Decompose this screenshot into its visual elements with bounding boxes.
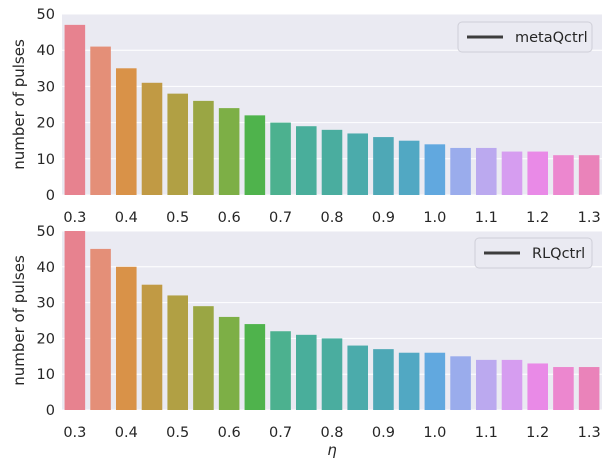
- x-tick-label: 0.5: [166, 210, 189, 226]
- x-tick-label: 0.7: [269, 210, 292, 226]
- y-tick-labels: 0 10 20 30 40 50: [37, 224, 55, 419]
- x-tick-label: 0.8: [320, 425, 343, 441]
- bar: [141, 284, 163, 410]
- x-tick-labels: 0.3 0.4 0.5 0.6 0.7 0.8 0.9 1.0 1.1 1.2 1.3: [63, 425, 600, 441]
- bar: [321, 129, 343, 195]
- x-tick-labels: 0.3 0.4 0.5 0.6 0.7 0.8 0.9 1.0 1.1 1.2 1.3: [63, 210, 600, 226]
- bars: [64, 24, 600, 195]
- y-tick-label: 30: [37, 296, 55, 312]
- bar: [64, 231, 86, 410]
- bar: [193, 100, 214, 195]
- bar: [553, 367, 574, 410]
- bar: [501, 151, 523, 195]
- x-tick-label: 1.2: [526, 425, 549, 441]
- x-tick-label: 0.6: [218, 210, 241, 226]
- bar: [527, 363, 548, 410]
- bar: [347, 133, 368, 195]
- legend-box: [457, 21, 593, 53]
- x-tick-label: 0.6: [218, 425, 241, 441]
- x-tick-label: 0.4: [115, 210, 138, 226]
- x-tick-label: 1.3: [578, 210, 601, 226]
- bar: [141, 82, 163, 195]
- bar: [244, 324, 266, 410]
- bar: [553, 155, 574, 195]
- x-tick-label: 1.2: [526, 210, 549, 226]
- bar: [450, 147, 471, 195]
- x-tick-label: 0.9: [372, 210, 395, 226]
- bar: [578, 155, 600, 195]
- bar: [321, 338, 343, 410]
- y-tick-label: 10: [37, 152, 55, 168]
- x-tick-label: 1.1: [475, 210, 498, 226]
- legend-box: [474, 237, 593, 269]
- bar: [373, 137, 394, 195]
- x-tick-label: 1.3: [578, 425, 601, 441]
- x-tick-label: 0.4: [115, 425, 138, 441]
- y-tick-label: 50: [37, 224, 55, 240]
- top-chart: 0 10 20 30 40 50 0.3 0.4 0.5 0.6 0.7 0.8 0.9 1.0 1.1 1…: [10, 7, 602, 226]
- x-axis-label: η: [327, 441, 337, 459]
- bar: [398, 352, 420, 410]
- y-tick-label: 40: [37, 260, 55, 276]
- bar: [398, 140, 420, 195]
- x-tick-label: 0.8: [320, 210, 343, 226]
- bottom-chart: 0 10 20 30 40 50 0.3 0.4 0.5 0.6 0.7 0.8 0.9 1.0 1.1 1…: [10, 224, 602, 459]
- bar: [501, 359, 523, 410]
- x-tick-label: 1.1: [475, 425, 498, 441]
- legend-label: RLQctrl: [532, 246, 585, 262]
- bar: [296, 126, 317, 195]
- bar: [64, 24, 86, 195]
- y-axis-label: number of pulses: [10, 39, 28, 170]
- bar: [116, 68, 137, 195]
- y-tick-label: 50: [37, 7, 55, 23]
- y-tick-label: 30: [37, 79, 55, 95]
- bar: [193, 306, 214, 410]
- bar: [167, 93, 188, 195]
- bar: [116, 266, 137, 410]
- legend: RLQctrl: [474, 237, 593, 269]
- bar: [270, 331, 291, 410]
- y-tick-label: 20: [37, 331, 55, 347]
- bar: [373, 349, 394, 410]
- x-tick-label: 0.3: [63, 425, 86, 441]
- bar: [450, 356, 471, 410]
- bar: [90, 46, 111, 195]
- bar: [90, 248, 111, 410]
- bar: [347, 345, 368, 410]
- bar: [424, 352, 446, 410]
- legend-label: metaQctrl: [515, 30, 588, 46]
- x-tick-label: 0.5: [166, 425, 189, 441]
- y-axis-label: number of pulses: [10, 255, 28, 386]
- bar: [476, 359, 497, 410]
- bar: [167, 295, 188, 410]
- bar: [476, 147, 497, 195]
- x-tick-label: 1.0: [423, 210, 446, 226]
- x-tick-label: 0.3: [63, 210, 86, 226]
- bar: [218, 108, 240, 195]
- y-tick-label: 20: [37, 116, 55, 132]
- bar: [578, 367, 600, 410]
- bar: [270, 122, 291, 195]
- bar: [218, 316, 240, 410]
- x-tick-label: 0.9: [372, 425, 395, 441]
- x-tick-label: 1.0: [423, 425, 446, 441]
- bar: [527, 151, 548, 195]
- y-tick-label: 10: [37, 367, 55, 383]
- y-tick-label: 0: [46, 188, 55, 204]
- y-tick-labels: 0 10 20 30 40 50: [37, 7, 55, 204]
- bar: [296, 334, 317, 410]
- bar: [424, 144, 446, 195]
- bar: [244, 115, 266, 195]
- bars: [64, 231, 600, 410]
- legend: metaQctrl: [457, 21, 593, 53]
- x-tick-label: 0.7: [269, 425, 292, 441]
- y-tick-label: 0: [46, 403, 55, 419]
- y-tick-label: 40: [37, 43, 55, 59]
